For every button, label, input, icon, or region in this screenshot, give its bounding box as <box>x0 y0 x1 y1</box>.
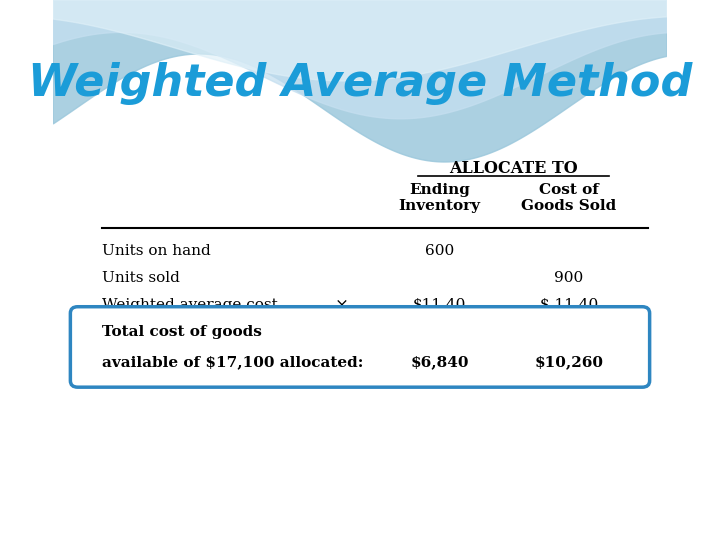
Text: Units on hand: Units on hand <box>102 244 211 258</box>
Text: Total cost of goods: Total cost of goods <box>102 325 262 339</box>
FancyBboxPatch shape <box>71 307 649 387</box>
Text: Units sold: Units sold <box>102 271 180 285</box>
Text: $11.40: $11.40 <box>413 298 467 312</box>
Text: available of $17,100 allocated:: available of $17,100 allocated: <box>102 355 364 369</box>
Text: $10,260: $10,260 <box>534 355 603 369</box>
Text: Weighted Average Method: Weighted Average Method <box>28 62 692 105</box>
Text: $ 11.40: $ 11.40 <box>539 298 598 312</box>
Polygon shape <box>53 0 667 119</box>
Text: Ending: Ending <box>410 183 470 197</box>
Text: 900: 900 <box>554 271 583 285</box>
Polygon shape <box>53 0 667 81</box>
Text: Cost of: Cost of <box>539 183 598 197</box>
Polygon shape <box>53 0 667 162</box>
Text: 600: 600 <box>425 244 454 258</box>
Text: ×: × <box>335 296 348 314</box>
Text: Goods Sold: Goods Sold <box>521 199 616 213</box>
Text: Inventory: Inventory <box>399 199 481 213</box>
Text: ALLOCATE TO: ALLOCATE TO <box>449 160 577 177</box>
Text: $6,840: $6,840 <box>410 355 469 369</box>
Text: Weighted average cost: Weighted average cost <box>102 298 278 312</box>
